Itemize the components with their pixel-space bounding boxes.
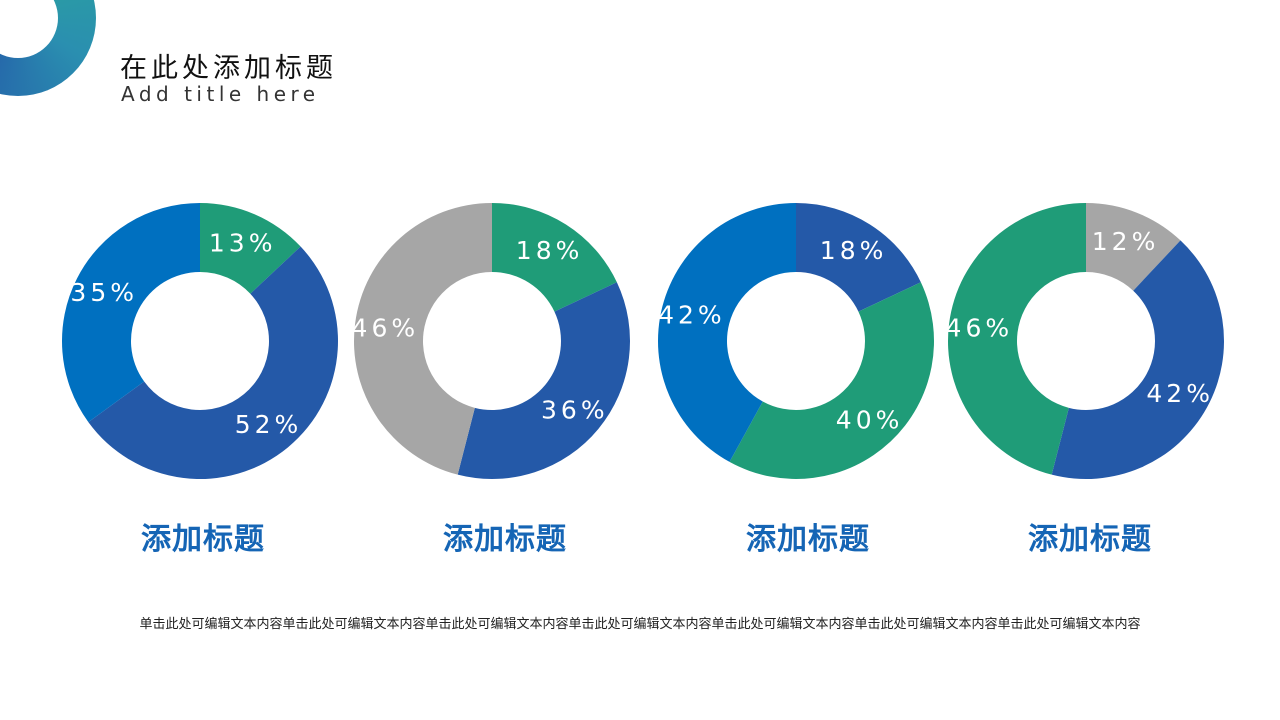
donut-3-slice-1 [796,203,921,312]
chart-title-3: 添加标题 [746,522,870,557]
page-subtitle: Add title here [121,82,320,106]
donut-2-slice-3 [353,203,492,475]
donut-1-label-3: 35% [70,278,138,307]
donut-1-slice-3 [61,203,200,423]
donut-4-label-1: 12% [1092,227,1160,256]
page-title: 在此处添加标题 [120,53,337,84]
donut-3-label-3: 42% [658,300,726,329]
donut-4-slice-1 [1086,203,1181,291]
donut-4-label-2: 42% [1146,379,1214,408]
donut-2-slice-2 [457,282,631,479]
donut-3-slice-3 [658,203,796,462]
donut-2-label-1: 18% [516,236,584,265]
donut-4-slice-2 [1051,240,1224,480]
donut-3-label-1: 18% [820,236,888,265]
donut-2-label-2: 36% [541,396,609,425]
donut-1-slice-1 [200,203,301,294]
decorative-ring [0,0,96,96]
donut-1-label-2: 52% [235,410,303,439]
donut-1-label-1: 13% [209,228,277,257]
donut-4-slice-3 [947,203,1086,475]
donut-2-label-3: 46% [352,314,420,343]
donut-3-label-2: 40% [836,405,904,434]
donut-3-slice-2 [729,282,934,479]
chart-title-1: 添加标题 [141,522,265,557]
donut-2-slice-1 [492,203,617,312]
chart-title-4: 添加标题 [1028,522,1152,557]
chart-title-2: 添加标题 [443,522,567,557]
donut-1-slice-2 [88,246,338,479]
donut-4-label-3: 46% [946,314,1014,343]
body-text: 单击此处可编辑文本内容单击此处可编辑文本内容单击此处可编辑文本内容单击此处可编辑… [139,617,1141,632]
